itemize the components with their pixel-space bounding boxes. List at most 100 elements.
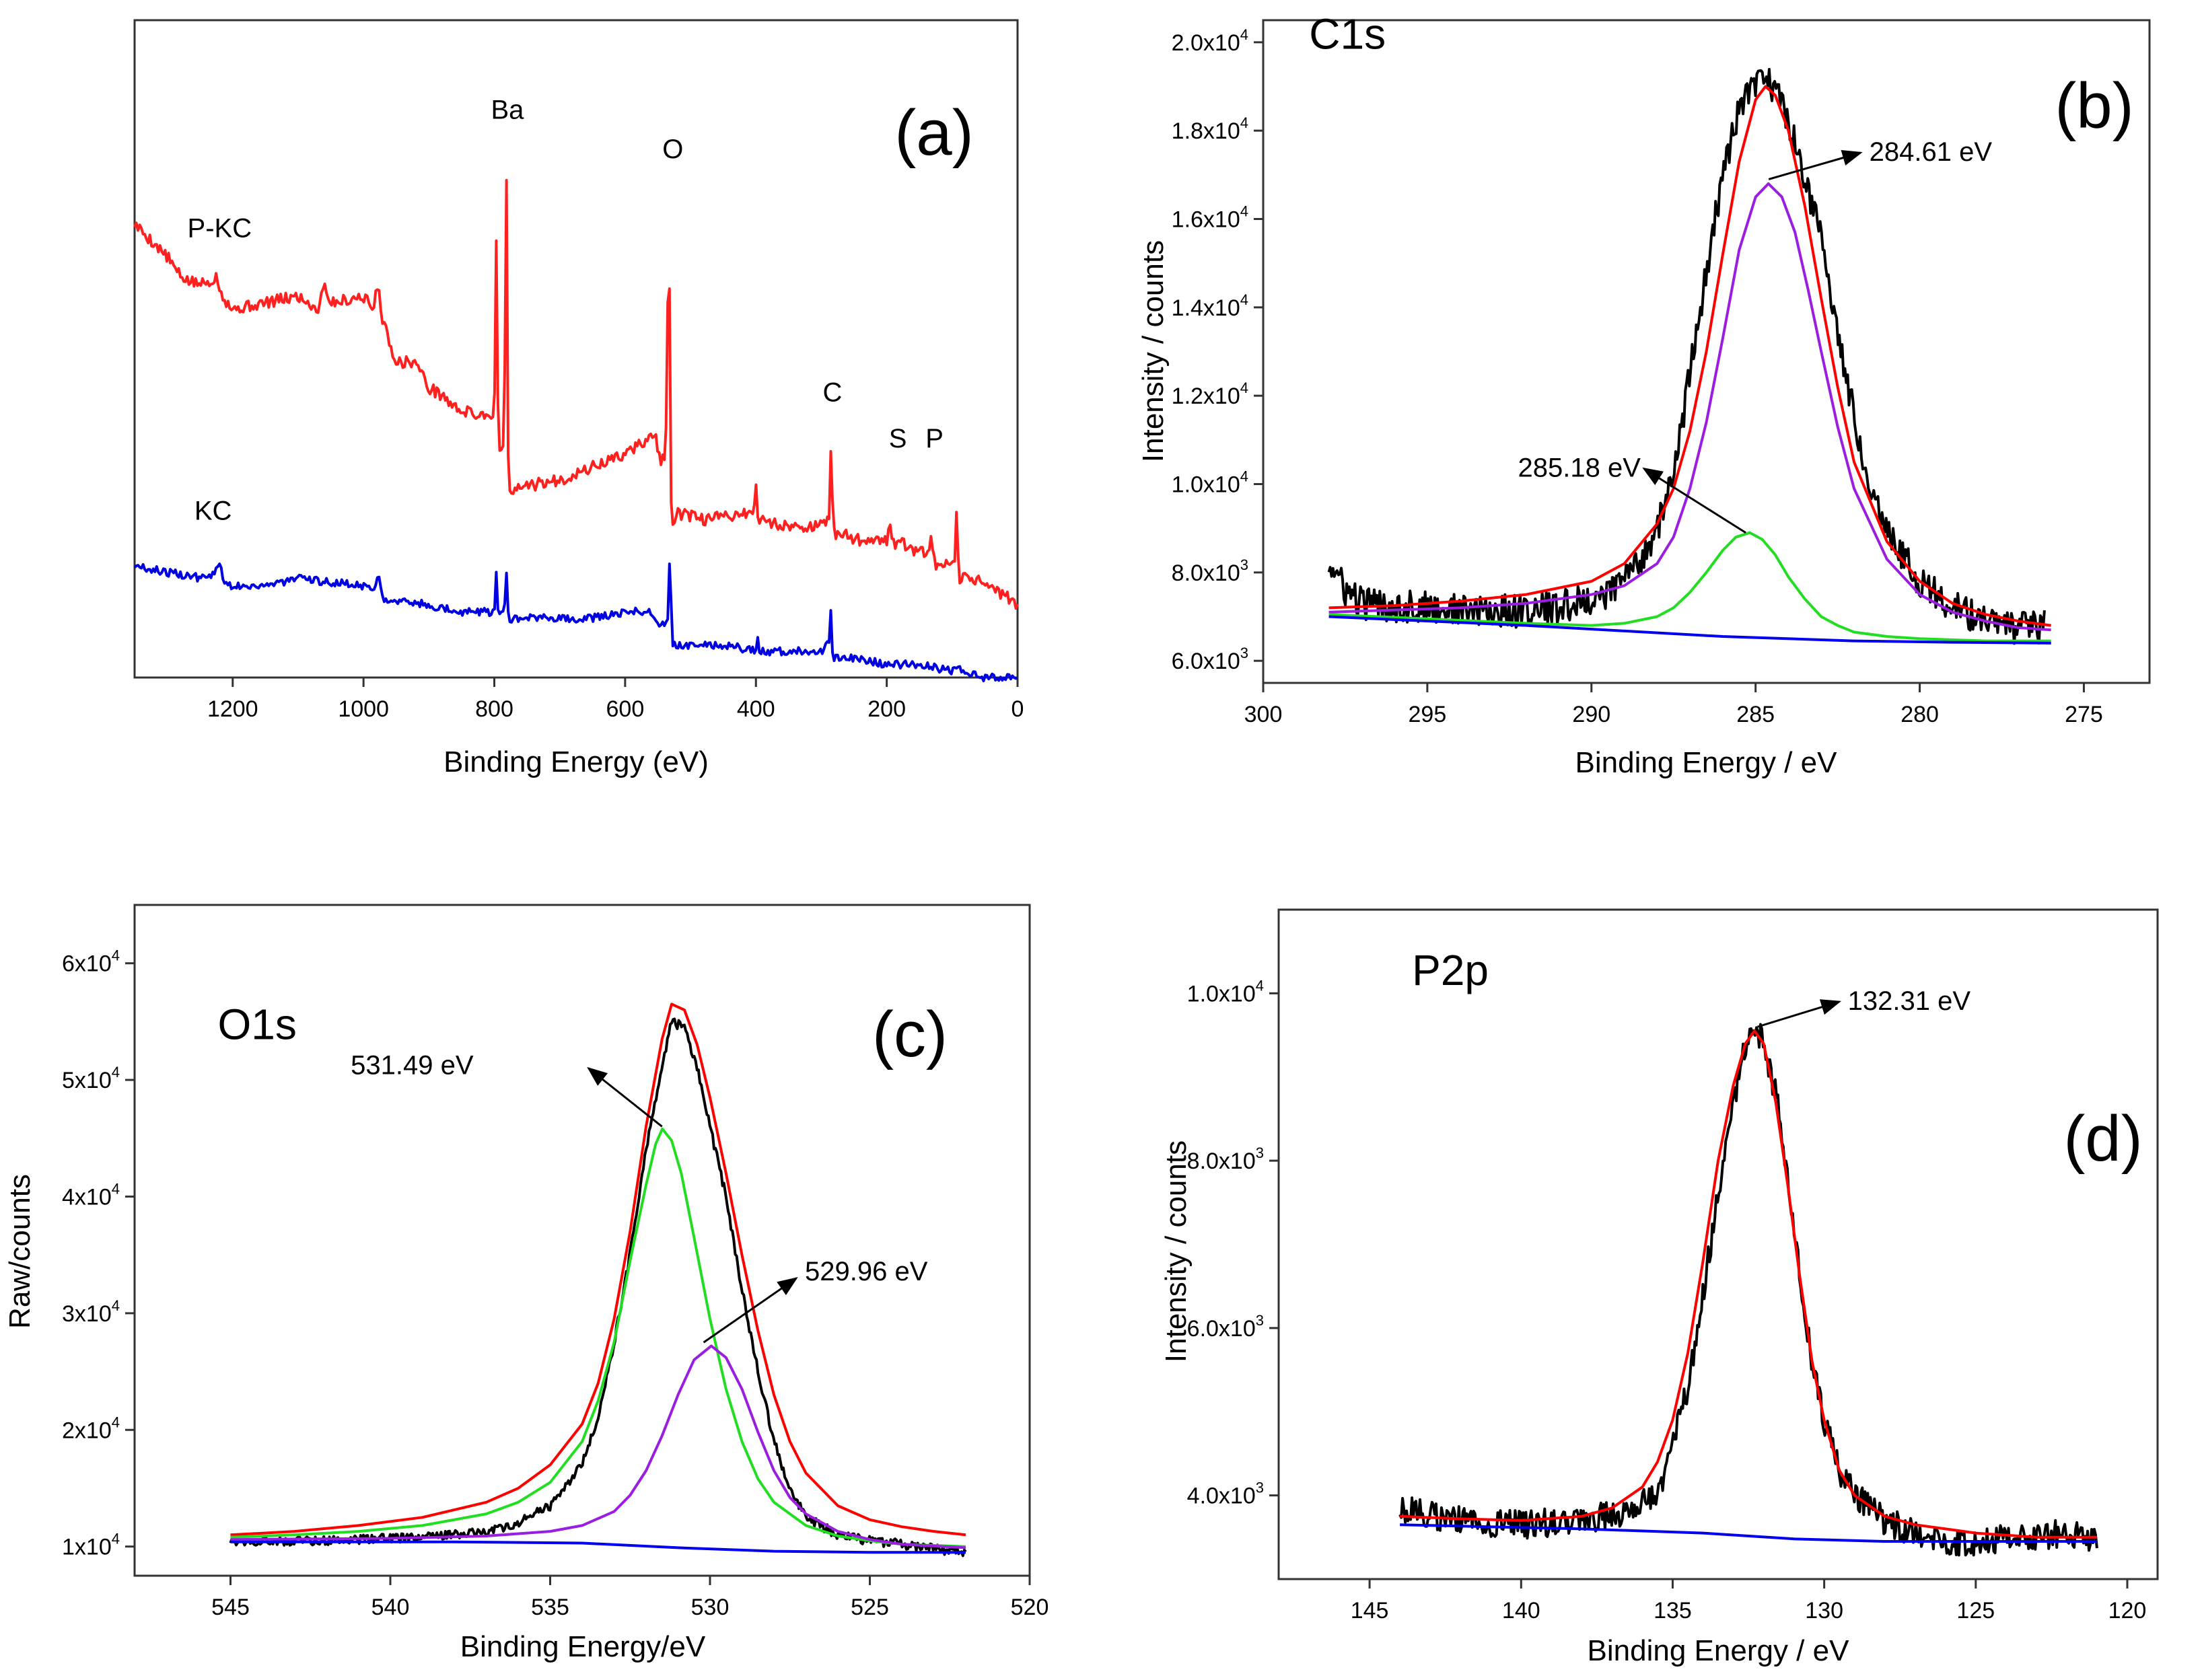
panel-d-x-tick-label: 125 (1956, 1598, 1995, 1623)
panel-b-series (1327, 68, 2051, 645)
panel-d-x-tick-label: 130 (1805, 1598, 1843, 1623)
panel-b-y-tick-label: 1.0x104 (1172, 468, 1248, 498)
panel-b-y-tick-label: 1.4x104 (1172, 291, 1248, 321)
panel-d-letter: (d) (2063, 1103, 2142, 1175)
panel-c-series-fit (230, 1002, 966, 1537)
panel-a-x-tick-label: 200 (867, 696, 906, 722)
panel-c-x-axis-title: Binding Energy/eV (460, 1630, 706, 1663)
panel-d-y-tick-label: 6.0x103 (1187, 1312, 1264, 1342)
panel-d-series-raw (1398, 1023, 2098, 1557)
panel-c-y-tick-label: 3x104 (62, 1297, 120, 1327)
panel-d-y-ticks: 4.0x103 6.0x103 8.0x103 1.0x104 (1187, 977, 1279, 1509)
panel-c-y-tick-label: 4x104 (62, 1180, 120, 1210)
panel-a-element-label: P (925, 424, 944, 453)
panel-a-letter: (a) (894, 97, 973, 169)
panel-c-o1s: Binding Energy/eV Raw/counts (c) 545 540 5… (3, 904, 1049, 1663)
panel-b-series-background (1328, 615, 2051, 645)
panel-d-x-ticks: 145 140 135 130 125 120 (1351, 1579, 2147, 1623)
panel-b-y-tick-label: 6.0x103 (1172, 645, 1248, 674)
panel-c-frame (133, 904, 1031, 1577)
panel-c-x-tick-label: 525 (851, 1595, 889, 1620)
panel-a-element-label: S (889, 424, 907, 453)
panel-c-y-tick-label: 6x104 (62, 947, 120, 977)
panel-a-labels: P-KC KC Ba O C S P (188, 96, 944, 526)
panel-b-labels: C1s 284.61 eV 285.18 eV (1309, 10, 1993, 534)
panel-c-series-peak-529-96-ev (230, 1344, 966, 1549)
panel-c-x-tick-label: 535 (531, 1595, 569, 1620)
panel-b-x-ticks: 300 295 290 285 280 275 (1244, 683, 2103, 727)
panel-b-y-tick-label: 1.6x104 (1172, 203, 1248, 233)
panel-a-series-kc (133, 562, 1018, 683)
panel-d-frame (1277, 908, 2159, 1580)
panel-b-series-raw (1327, 68, 2046, 645)
panel-b-y-axis-title: Intensity / counts (1137, 240, 1170, 462)
panel-a-x-tick-label: 0 (1011, 696, 1024, 722)
panel-a-series-p-kc (133, 178, 1019, 610)
panel-b-x-tick-label: 275 (2065, 702, 2103, 727)
panel-a-element-label: C (823, 378, 843, 408)
panel-a-x-tick-label: 400 (737, 696, 775, 722)
panel-d-x-axis-title: Binding Energy / eV (1588, 1634, 1850, 1667)
panel-c-x-tick-label: 520 (1011, 1595, 1049, 1620)
panel-a-x-tick-label: 1200 (207, 696, 258, 722)
panel-d-p2p: Binding Energy / eV Intensity / counts (… (1160, 908, 2159, 1667)
panel-d-series-background (1400, 1523, 2097, 1543)
panel-c-annotation-label: 531.49 eV (351, 1050, 474, 1080)
panel-b-annotation-arrow (1768, 149, 1863, 180)
panel-c-annotation-arrow (587, 1066, 663, 1128)
panel-a-x-axis-title: Binding Energy (eV) (443, 745, 709, 778)
panel-b-series-peak-284-61-ev (1328, 182, 2051, 632)
panel-c-y-axis-title: Raw/counts (3, 1174, 36, 1329)
panel-b-series-peak-285-18-ev (1328, 531, 2051, 643)
panel-a-x-ticks: 1200 1000 800 600 400 200 0 (207, 678, 1024, 722)
panel-d-annotation-arrow (1757, 999, 1842, 1028)
panel-d-annotation-label: 132.31 eV (1848, 986, 1971, 1016)
panel-b-x-tick-label: 290 (1572, 702, 1610, 727)
panel-d-y-tick-label: 1.0x104 (1187, 977, 1264, 1007)
panel-a-element-label: Ba (491, 96, 524, 125)
panel-c-y-tick-label: 5x104 (62, 1064, 120, 1093)
panel-a-x-tick-label: 600 (606, 696, 645, 722)
panel-a-series (133, 178, 1019, 683)
panel-a-frame (133, 19, 1019, 679)
panel-a-x-tick-label: 800 (475, 696, 513, 722)
panel-d-x-tick-label: 145 (1351, 1598, 1389, 1623)
panel-d-x-tick-label: 120 (2108, 1598, 2147, 1623)
panel-d-y-tick-label: 8.0x103 (1187, 1144, 1264, 1174)
panel-b-x-tick-label: 295 (1409, 702, 1447, 727)
panel-c-y-tick-label: 2x104 (62, 1414, 120, 1443)
panel-d-y-tick-label: 4.0x103 (1187, 1480, 1264, 1509)
panel-b-annotation-arrow (1642, 467, 1746, 534)
panel-c-letter: (c) (872, 998, 948, 1070)
panel-b-annotation-label: 284.61 eV (1870, 137, 1993, 167)
panel-c-y-ticks: 1x104 2x104 3x104 4x104 5x104 6x104 (62, 947, 135, 1560)
panel-b-y-tick-label: 1.8x104 (1172, 114, 1248, 144)
panel-c-x-tick-label: 530 (691, 1595, 730, 1620)
panel-d-labels: P2p 132.31 eV (1412, 946, 1971, 1028)
panel-c-annotation-arrow (703, 1277, 798, 1344)
panel-b-y-ticks: 6.0x103 8.0x103 1.0x104 1.2x104 1.4x104 1.6x1… (1172, 26, 1263, 674)
panel-a-survey: Binding Energy (eV) (a) 1200 1000 800 600 40… (133, 19, 1024, 778)
panel-b-x-axis-title: Binding Energy / eV (1575, 746, 1838, 779)
panel-c-annotation-label: 529.96 eV (805, 1257, 928, 1286)
panel-b-x-tick-label: 300 (1244, 702, 1283, 727)
panel-b-c1s: Binding Energy / eV Intensity / counts (… (1137, 10, 2151, 779)
panel-b-x-tick-label: 285 (1736, 702, 1775, 727)
panel-b-y-tick-label: 1.2x104 (1172, 379, 1248, 409)
panel-b-y-tick-label: 2.0x104 (1172, 26, 1248, 56)
panel-d-spectrum-label: P2p (1412, 946, 1489, 994)
panel-d-series (1398, 1023, 2098, 1557)
panel-a-x-tick-label: 1000 (338, 696, 389, 722)
panel-a-curve-label: P-KC (188, 213, 252, 243)
panel-c-labels: O1s 531.49 eV 529.96 eV (218, 1000, 928, 1344)
panel-b-series-fit (1328, 85, 2051, 627)
panel-c-x-tick-label: 540 (371, 1595, 410, 1620)
panel-b-frame (1262, 19, 2151, 684)
panel-c-x-tick-label: 545 (211, 1595, 250, 1620)
panel-a-element-label: O (662, 135, 683, 164)
panel-c-y-tick-label: 1x104 (62, 1531, 120, 1560)
panel-d-x-tick-label: 140 (1502, 1598, 1540, 1623)
panel-b-annotation-label: 285.18 eV (1518, 453, 1641, 483)
